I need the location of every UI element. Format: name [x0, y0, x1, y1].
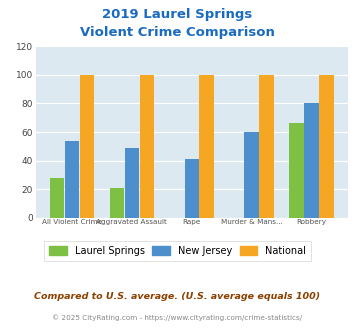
Bar — [185, 159, 199, 218]
Bar — [65, 141, 79, 218]
Bar — [80, 75, 94, 218]
Text: © 2025 CityRating.com - https://www.cityrating.com/crime-statistics/: © 2025 CityRating.com - https://www.city… — [53, 314, 302, 321]
Bar — [304, 103, 319, 218]
Bar — [245, 132, 259, 218]
Bar — [110, 188, 124, 218]
Text: 2019 Laurel Springs: 2019 Laurel Springs — [102, 8, 253, 21]
Bar — [140, 75, 154, 218]
Bar — [319, 75, 334, 218]
Bar — [260, 75, 274, 218]
Bar — [200, 75, 214, 218]
Bar — [289, 123, 304, 218]
Bar — [50, 178, 64, 218]
Text: Violent Crime Comparison: Violent Crime Comparison — [80, 26, 275, 39]
Legend: Laurel Springs, New Jersey, National: Laurel Springs, New Jersey, National — [44, 241, 311, 261]
Text: Compared to U.S. average. (U.S. average equals 100): Compared to U.S. average. (U.S. average … — [34, 292, 321, 301]
Bar — [125, 148, 139, 218]
